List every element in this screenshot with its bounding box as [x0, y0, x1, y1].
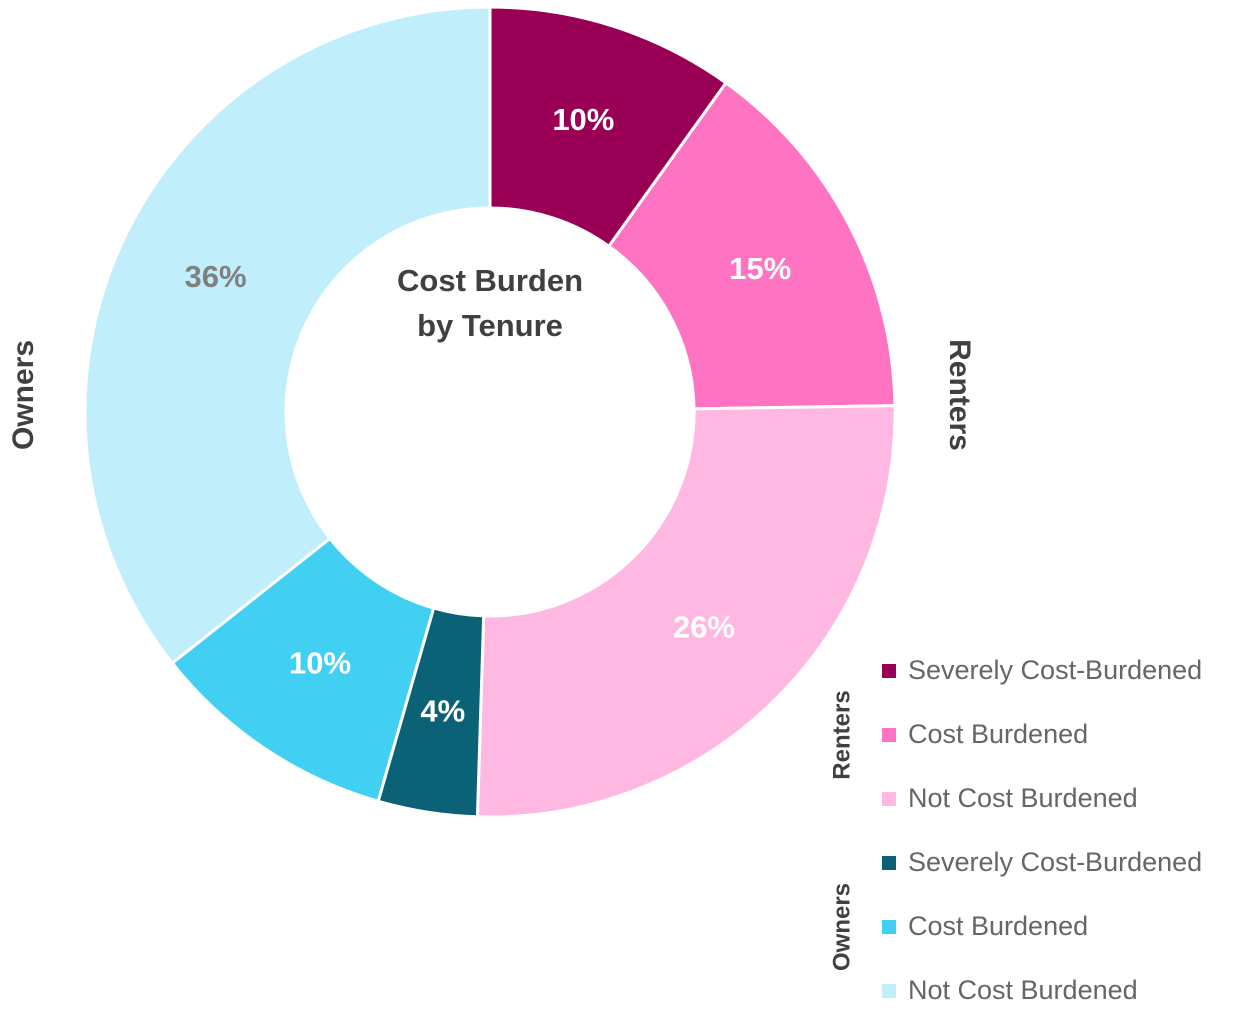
group-label: Owners: [7, 340, 40, 450]
legend-swatch: [882, 984, 896, 998]
legend-label: Cost Burdened: [908, 719, 1088, 749]
slice: [606, 80, 897, 411]
data-label: 4%: [420, 694, 465, 729]
slice: [488, 5, 729, 249]
data-label: 36%: [184, 259, 246, 294]
legend-label: Severely Cost-Burdened: [908, 655, 1202, 685]
group-label: Renters: [943, 339, 976, 451]
legend-swatch: [882, 664, 896, 678]
legend-label: Cost Burdened: [908, 911, 1088, 941]
data-label: 10%: [289, 645, 351, 680]
data-label: 15%: [729, 251, 791, 286]
legend-group-label: Owners: [828, 883, 855, 971]
legend-label: Not Cost Burdened: [908, 975, 1138, 1005]
legend-swatch: [882, 856, 896, 870]
legend-label: Severely Cost-Burdened: [908, 847, 1202, 877]
legend-group-label: Renters: [828, 690, 855, 779]
legend-swatch: [882, 792, 896, 806]
slice: [83, 5, 492, 666]
data-label: 26%: [673, 610, 735, 645]
legend-swatch: [882, 920, 896, 934]
slice: [170, 536, 436, 804]
legend-label: Not Cost Burdened: [908, 783, 1138, 813]
legend-swatch: [882, 728, 896, 742]
chart-title: Cost Burden by Tenure: [397, 263, 583, 343]
data-label: 10%: [552, 102, 614, 137]
slice: [475, 404, 897, 819]
